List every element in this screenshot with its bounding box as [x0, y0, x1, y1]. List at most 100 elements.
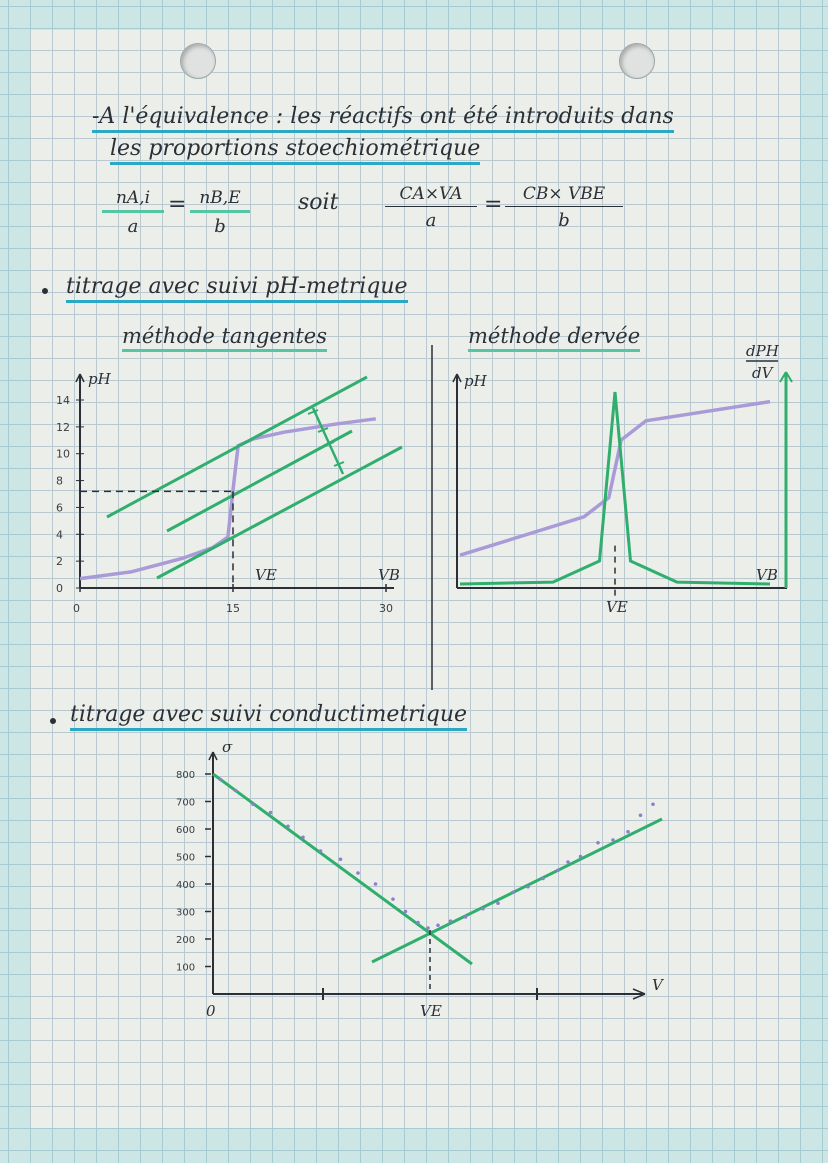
conductimetric-data-point: [218, 777, 223, 782]
binder-hole-left: [180, 43, 216, 79]
tangent-method-subtitle: méthode tangentes: [122, 324, 328, 352]
conductimetric-data-point: [626, 829, 630, 834]
conductimetric-data-point: [251, 802, 255, 807]
tangent-line-middle: [166, 429, 353, 533]
conductimetric-chart: σ V 0 800 700 600 500 400 300 200 100 VE: [176, 738, 665, 1020]
tangent-x-tick-label: 15: [226, 602, 240, 615]
tangent-y-label: pH: [88, 370, 112, 388]
conductimetric-data-point: [638, 813, 643, 818]
tangent-x-label: VB: [378, 566, 400, 584]
conductimetric-y-tick-label: 500: [176, 853, 195, 864]
conductimetric-data-point: [356, 871, 360, 875]
conductimetric-data-point: [426, 926, 430, 930]
fraction-ca: CA×VA a: [385, 184, 477, 231]
tangent-y-tick-label: 12: [56, 421, 70, 434]
conductimetric-data-point: [318, 849, 323, 853]
conductimetric-data-point: [566, 860, 570, 864]
conductimetric-data-point: [416, 920, 420, 925]
tangent-chart: pH VB 14 12 10 8 6 4 2 0 0 15 30 VE: [56, 370, 403, 615]
equals-sign-2: =: [484, 192, 503, 217]
conductimetric-data-point: [463, 915, 468, 919]
fraction-ca-numerator: CA×VA: [385, 184, 477, 207]
tangent-ve-label: VE: [255, 566, 277, 584]
fraction-na-denominator: a: [127, 216, 139, 237]
fraction-na-numerator: nA,i: [102, 188, 164, 213]
derivative-y-arrow: [452, 373, 462, 383]
tangent-y-tick-label: 8: [56, 475, 63, 488]
conductimetric-data-point: [578, 854, 583, 859]
tangent-perpendicular: [311, 407, 345, 475]
tangent-line-lower: [156, 445, 403, 580]
derivative-ve-label: VE: [606, 598, 628, 616]
fraction-nb-denominator: b: [214, 216, 226, 237]
fraction-na: nA,i a: [102, 188, 164, 237]
derivative-ph-curve: [459, 399, 771, 557]
conductimetric-data-point: [301, 835, 305, 840]
derivative-method-subtitle: méthode dervée: [468, 324, 641, 352]
tangent-y-arrow: [75, 373, 85, 383]
tangent-y-tick-label: 2: [56, 555, 63, 568]
conductimetric-x-label: V: [652, 976, 665, 994]
conductimetric-y-tick-label: 400: [176, 880, 195, 891]
tangent-ph-curve: [79, 417, 377, 581]
tangent-x-tick-label: 0: [73, 602, 80, 615]
equivalence-line-1: -A l'équivalence : les réactifs ont été …: [92, 104, 674, 133]
tangent-y-tick-label: 14: [56, 394, 70, 407]
conductimetric-y-arrow: [208, 751, 218, 761]
conductimetric-data-point: [496, 901, 500, 906]
derivative-x-label: VB: [756, 566, 778, 584]
derivative-chart: pH dPH dV VB VE: [452, 342, 793, 616]
conductimetric-y-label: σ: [222, 738, 233, 756]
equals-sign-1: =: [168, 192, 187, 217]
ph-section-title: titrage avec suivi pH-metrique: [66, 274, 408, 303]
equivalence-text-1: -A l'équivalence : les réactifs ont été …: [92, 104, 674, 133]
tangent-method-subtitle-text: méthode tangentes: [122, 324, 328, 352]
conductimetric-y-tick-label: 200: [176, 935, 195, 946]
page-border-bottom: [0, 1128, 828, 1163]
page-border-right: [800, 30, 828, 1128]
fraction-cb: CB× VBE b: [505, 184, 623, 231]
conductimetric-data-point: [596, 840, 600, 845]
fraction-nb-numerator: nB,E: [190, 188, 250, 213]
conductimetric-origin-label: 0: [206, 1002, 216, 1020]
tangent-y-tick-label: 4: [56, 528, 63, 541]
conductimetric-points: [218, 777, 655, 930]
tangent-equal-marks: [307, 409, 345, 467]
conductimetric-y-tick-label: 600: [176, 825, 195, 836]
tangent-y-tick-label: 6: [56, 501, 63, 514]
equivalence-text-2: les proportions stoechiométrique: [110, 136, 481, 165]
derivative-y2-arrow: [779, 371, 793, 383]
binder-hole-right: [619, 43, 655, 79]
ph-section-title-text: titrage avec suivi pH-metrique: [66, 274, 408, 303]
bullet-ph: [42, 288, 48, 294]
conductimetric-data-point: [268, 810, 273, 815]
conductimetric-data-point: [511, 890, 515, 895]
tangent-x-ticks: 0 15 30: [73, 584, 393, 615]
conductimetric-data-point: [373, 882, 378, 886]
conductimetric-data-point: [338, 857, 343, 862]
derivative-y-label: pH: [464, 372, 488, 390]
conductimetric-y-tick-label: 100: [176, 963, 195, 974]
soit-word: soit: [298, 190, 339, 215]
page-border-left: [0, 30, 30, 1128]
derivative-y2-label-den: dV: [752, 364, 775, 382]
fraction-nb: nB,E b: [190, 188, 250, 237]
conductimetric-data-point: [481, 906, 485, 911]
tangent-y-tick-label: 0: [56, 582, 63, 595]
conductimetric-data-point: [233, 788, 238, 793]
derivative-method-subtitle-text: méthode dervée: [468, 324, 641, 352]
tangent-x-tick-label: 30: [379, 602, 393, 615]
conductimetric-y-tick-label: 800: [176, 770, 195, 781]
conductimetric-data-point: [448, 919, 453, 923]
conductimetric-y-ticks: 800 700 600 500 400 300 200 100: [176, 770, 211, 974]
fraction-cb-numerator: CB× VBE: [505, 184, 623, 207]
conductimetric-data-point: [541, 876, 545, 881]
conductimetric-data-point: [526, 884, 530, 889]
conductimetric-data-point: [286, 824, 290, 829]
conductimetric-x-arrow: [632, 988, 646, 1000]
conductimetric-ve-label: VE: [420, 1002, 442, 1020]
fraction-ca-denominator: a: [425, 210, 437, 231]
conductimetric-fit-line-increasing: [371, 817, 663, 964]
